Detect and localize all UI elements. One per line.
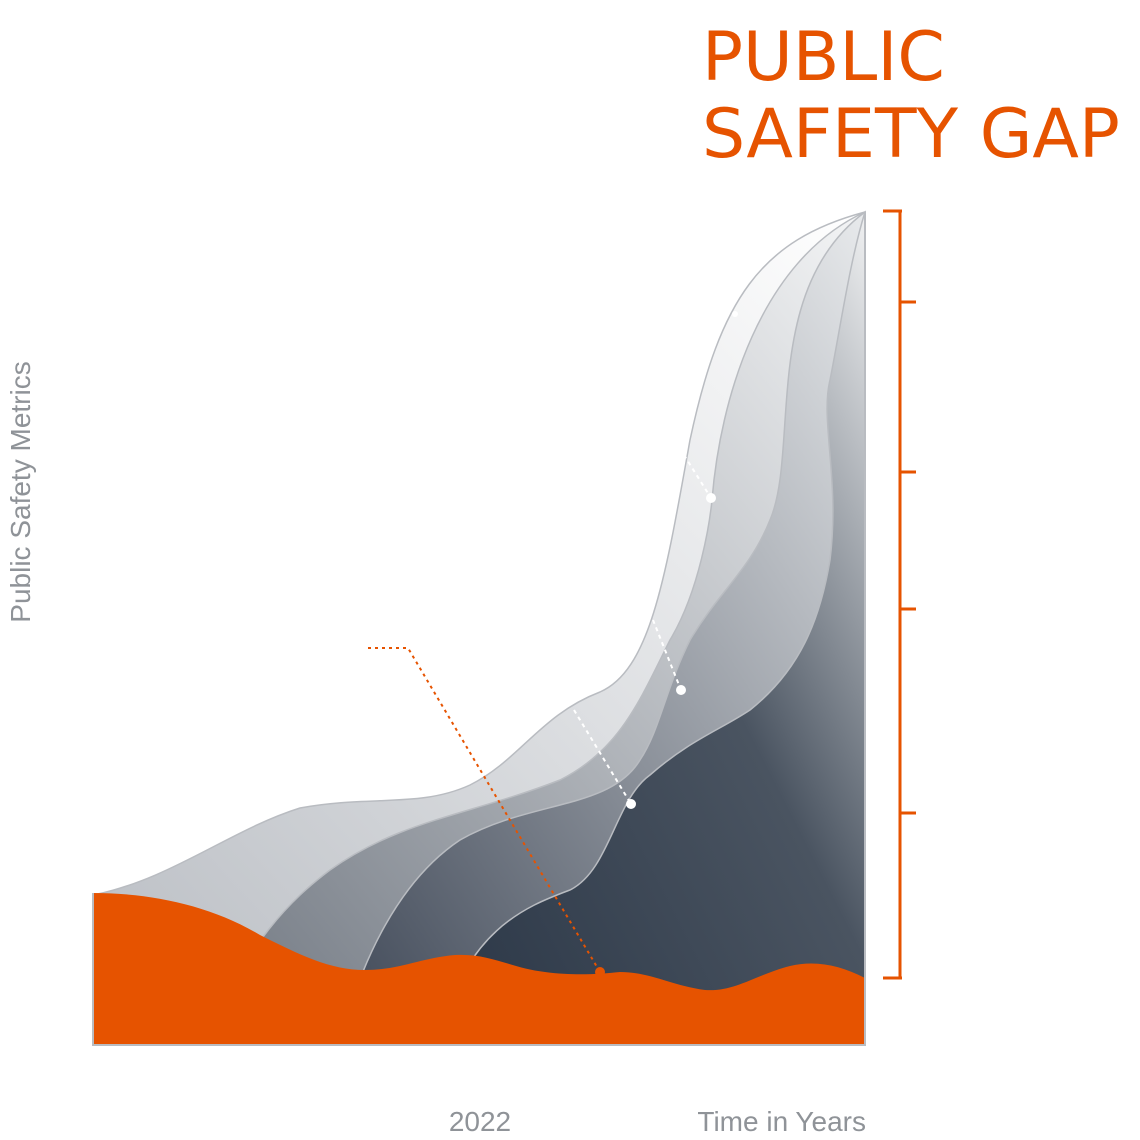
orange-annotation-dot bbox=[595, 967, 605, 977]
white-annotation-leader-3 bbox=[573, 709, 632, 805]
chart-title-line-1: PUBLIC bbox=[702, 18, 945, 97]
x-axis-label: Time in Years bbox=[697, 1106, 866, 1137]
white-annotation-dot-1 bbox=[706, 493, 716, 503]
white-annotation-dot-2 bbox=[676, 685, 686, 695]
area-layer-4 bbox=[439, 211, 866, 1046]
x-tick-label: 2022 bbox=[449, 1106, 511, 1137]
chart-title-line-2: SAFETY GAP bbox=[702, 95, 1120, 174]
white-highlight-dot bbox=[732, 311, 738, 317]
area-orange-baseline bbox=[93, 893, 865, 1045]
white-annotation-dot-3 bbox=[626, 799, 636, 809]
white-annotation-leader-1 bbox=[683, 454, 712, 499]
y-axis-label: Public Safety Metrics bbox=[5, 361, 36, 622]
plot-frame bbox=[92, 212, 866, 1046]
